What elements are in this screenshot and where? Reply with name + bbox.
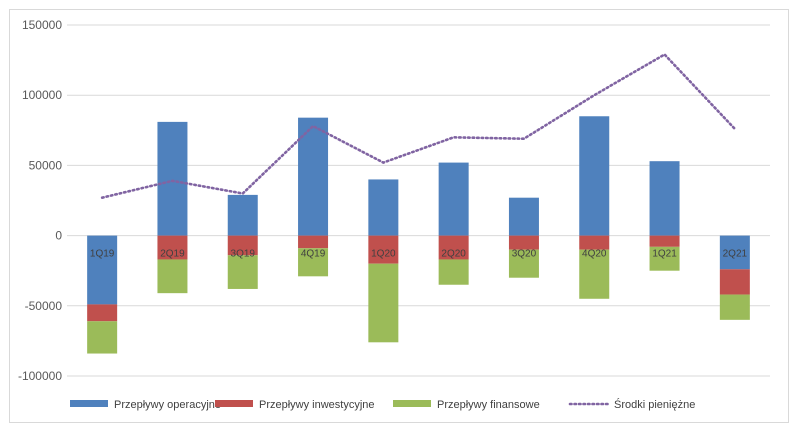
bar-investing-4Q20 — [579, 235, 610, 250]
y-tick-label: 150000 — [22, 18, 62, 32]
y-tick-label: 0 — [55, 229, 62, 243]
x-tick-label: 3Q19 — [231, 249, 256, 260]
bar-financing-2Q19 — [157, 259, 188, 294]
bar-financing-1Q20 — [368, 263, 399, 343]
x-tick-label: 1Q21 — [652, 249, 677, 260]
bar-financing-2Q21 — [719, 294, 750, 320]
legend-label: Środki pieniężne — [614, 398, 695, 411]
y-tick-label: 50000 — [29, 158, 63, 172]
legend: Przepływy operacyjne Przepływy inwestycyj… — [70, 398, 695, 411]
bar-financing-4Q20 — [579, 249, 610, 299]
y-tick-label: -100000 — [18, 369, 62, 383]
line-cash — [100, 52, 737, 199]
bar-operating-2Q19 — [157, 121, 188, 236]
legend-swatch — [393, 400, 431, 407]
bar-operating-1Q21 — [649, 161, 680, 236]
x-tick-label: 2Q19 — [160, 249, 185, 260]
bar-financing-1Q19 — [87, 321, 118, 354]
x-tick-label: 4Q20 — [582, 249, 607, 260]
y-tick-label: 100000 — [22, 88, 62, 102]
bar-financing-3Q19 — [227, 255, 258, 289]
legend-label: Przepływy inwestycyjne — [259, 399, 375, 411]
bar-operating-2Q20 — [438, 162, 469, 236]
bar-financing-1Q21 — [649, 246, 680, 271]
x-tick-label: 1Q20 — [371, 249, 396, 260]
bar-investing-1Q20 — [368, 235, 399, 264]
bar-financing-2Q20 — [438, 259, 469, 285]
bar-financing-4Q19 — [298, 248, 329, 277]
bar-operating-4Q20 — [579, 116, 610, 236]
y-tick-label: -50000 — [25, 299, 63, 313]
bars — [87, 116, 750, 354]
bar-investing-2Q19 — [157, 235, 188, 260]
bar-investing-2Q21 — [719, 269, 750, 295]
bar-investing-1Q19 — [87, 304, 118, 322]
x-tick-label: 2Q20 — [441, 249, 466, 260]
bar-operating-3Q19 — [227, 194, 258, 236]
bar-investing-3Q19 — [227, 235, 258, 256]
bar-investing-1Q21 — [649, 235, 680, 247]
bar-operating-1Q20 — [368, 179, 399, 236]
x-tick-label: 4Q19 — [301, 249, 326, 260]
legend-swatch — [70, 400, 108, 407]
legend-swatch — [215, 400, 253, 407]
x-tick-label: 2Q21 — [723, 249, 748, 260]
bar-investing-4Q19 — [298, 235, 329, 249]
bar-operating-3Q20 — [508, 197, 539, 236]
legend-label: Przepływy operacyjne — [114, 399, 221, 411]
category-labels: 1Q19 2Q19 3Q19 4Q19 1Q20 2Q20 3Q20 4Q20 1Q21 2Q21 — [90, 249, 748, 260]
y-axis: -100000 -50000 0 50000 100000 150000 — [18, 18, 62, 383]
bar-investing-3Q20 — [508, 235, 539, 250]
x-tick-label: 1Q19 — [90, 249, 115, 260]
line-series — [100, 52, 737, 199]
bar-operating-1Q19 — [87, 235, 118, 305]
bar-financing-3Q20 — [508, 249, 539, 278]
bar-investing-2Q20 — [438, 235, 469, 260]
bar-operating-2Q21 — [719, 235, 750, 270]
legend-label: Przepływy finansowe — [437, 399, 540, 411]
x-tick-label: 3Q20 — [512, 249, 537, 260]
